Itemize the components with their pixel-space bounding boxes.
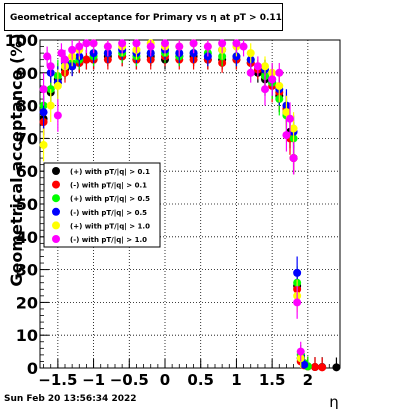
data-point [175,42,184,51]
data-point [232,39,241,48]
data-point [275,68,284,77]
data-point [161,39,169,48]
chart-title: Geometrical acceptance for Primary vs η … [4,3,283,31]
data-point [332,363,341,372]
data-point [89,39,98,48]
data-point [261,62,269,71]
y-tick-label: 20 [16,293,38,312]
data-point [300,360,309,369]
y-tick-label: 80 [16,97,38,116]
data-point [253,62,262,71]
data-point [189,39,198,48]
x-tick-label: 0.5 [187,371,214,389]
legend-label: (-) with pT/|q| > 0.5 [70,209,147,218]
series-6 [39,39,305,362]
legend-marker [52,180,60,189]
y-tick-label: 90 [16,64,38,83]
data-point [289,124,298,133]
legend-marker [52,235,60,243]
data-point [203,42,212,51]
data-point [293,268,302,277]
grid-lines [40,40,340,368]
y-axis-label: Geometrical acceptance (%) [7,33,26,286]
data-point [318,363,327,372]
x-tick-labels: −1.5 −1 −0.5 0 0.5 1 1.5 2 [38,371,313,389]
timestamp: Sun Feb 20 13:56:34 2022 [4,394,137,404]
x-tick-label: 1.5 [259,371,286,389]
data-point [286,114,294,123]
y-tick-label: 40 [16,228,38,247]
data-point [261,85,269,94]
legend-marker [52,194,60,203]
data-point [39,85,48,94]
data-point [282,131,291,140]
data-point [68,45,77,54]
data-point [296,347,305,356]
legend-box [43,162,161,248]
x-axis-label: η [329,393,339,409]
data-point [246,68,255,77]
y-tick-label: 0 [27,359,38,378]
data-point [268,75,277,84]
legend-label: (+) with pT/|q| > 0.1 [70,168,150,177]
data-point [39,140,48,149]
data-point [82,55,91,64]
data-point [132,39,141,48]
legend-marker [52,207,60,216]
data-point [43,52,52,61]
data-point [293,298,302,307]
x-tick-label: −1 [82,371,105,389]
data-point [118,39,127,48]
data-point [218,39,227,48]
x-tick-label: −0.5 [110,371,149,389]
data-point [146,42,155,51]
legend: (+) with pT/|q| > 0.1 (-) with pT/|q| > 0… [43,162,161,248]
data-point [82,39,91,48]
y-tick-label: 100 [5,31,38,50]
y-tick-labels: 0 10 20 30 40 50 60 70 80 90 100 [5,31,38,378]
data-point [103,42,112,51]
x-tick-label: 1 [231,371,241,389]
data-point [275,81,284,90]
y-tick-label: 70 [16,129,38,148]
x-tick-label: 0 [160,371,170,389]
data-point [53,111,62,120]
data-point [246,49,255,58]
data-series [39,39,341,372]
x-tick-label: 2 [303,371,313,389]
legend-label: (-) with pT/|q| > 1.0 [70,236,147,245]
legend-label: (+) with pT/|q| > 0.5 [70,195,150,204]
y-tick-label: 10 [16,326,38,345]
data-point [57,49,66,58]
data-point [46,101,55,110]
y-tick-label: 60 [16,162,38,181]
data-point [289,154,298,163]
data-point [282,108,291,117]
data-point [39,108,48,117]
y-tick-label: 50 [16,195,38,214]
data-point [75,42,84,51]
data-point [61,55,69,64]
x-tick-label: −1.5 [38,371,77,389]
legend-label: (+) with pT/|q| > 1.0 [70,222,150,231]
y-tick-label: 30 [16,261,38,280]
legend-label: (-) with pT/|q| > 0.1 [70,182,147,191]
legend-marker [52,221,60,230]
legend-marker [52,167,60,175]
data-point [239,42,248,51]
data-point [46,62,55,71]
data-point [311,363,319,372]
data-point [53,81,62,90]
